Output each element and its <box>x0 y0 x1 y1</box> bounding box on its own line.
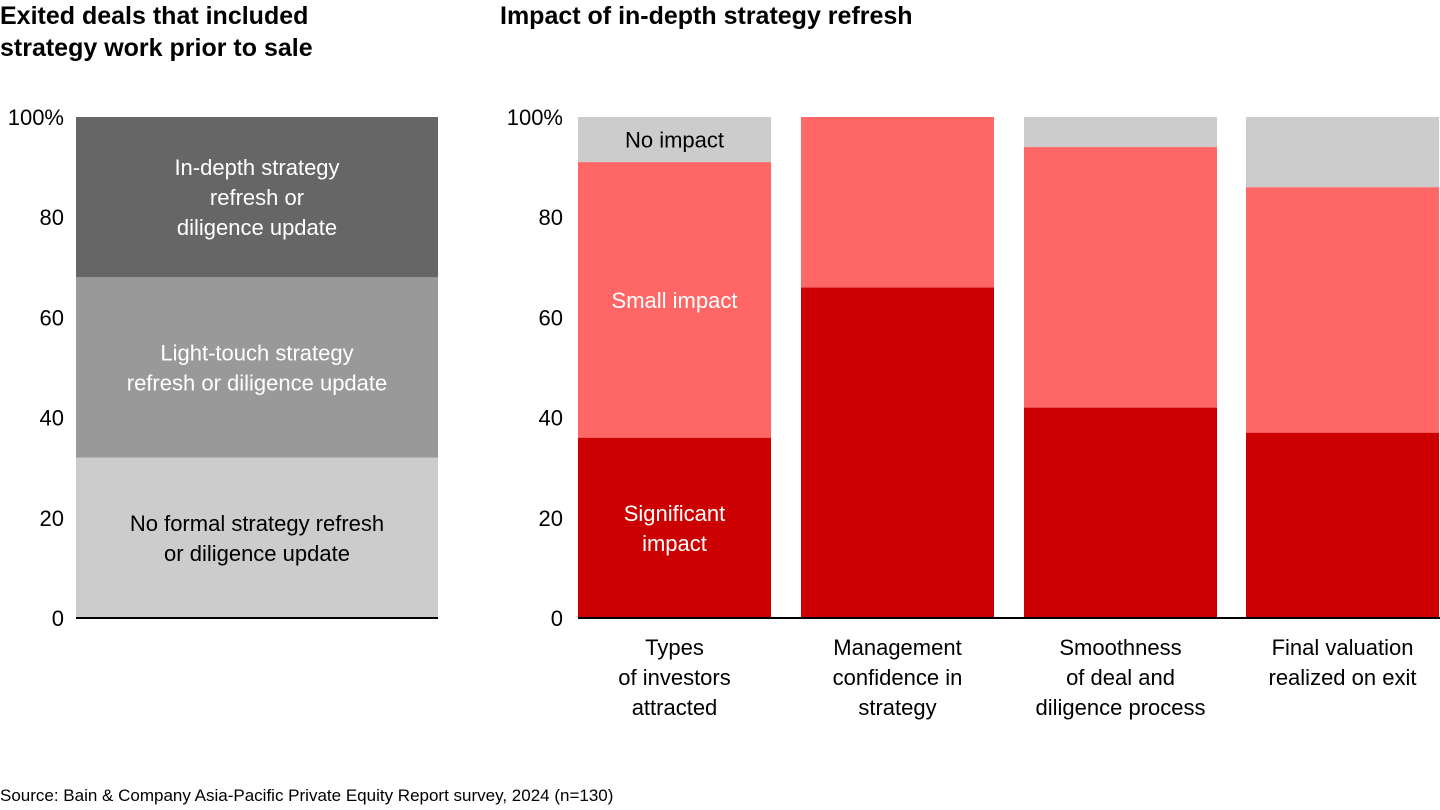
bar-segment <box>76 277 438 458</box>
segment-label: impact <box>642 531 707 556</box>
x-category-label: of deal and <box>1066 665 1175 690</box>
bar-segment <box>801 287 994 618</box>
segment-label: No impact <box>625 128 724 153</box>
segment-label: In-depth strategy <box>174 155 339 180</box>
x-category-label: confidence in <box>833 665 963 690</box>
y-tick-label: 0 <box>52 606 64 631</box>
y-tick-label: 0 <box>551 606 563 631</box>
source-note: Source: Bain & Company Asia-Pacific Priv… <box>0 786 614 805</box>
segment-label: or diligence update <box>164 541 350 566</box>
chart-title: strategy work prior to sale <box>0 34 313 62</box>
x-category-label: Types <box>645 635 704 660</box>
y-tick-label: 60 <box>539 305 563 330</box>
bar-segment <box>1246 117 1439 188</box>
bar-segment <box>1246 432 1439 618</box>
x-category-label: attracted <box>632 695 718 720</box>
bar-segment <box>1024 147 1217 408</box>
bar-segment <box>76 457 438 618</box>
y-tick-label: 40 <box>40 406 64 431</box>
bar-segment <box>578 162 771 438</box>
y-tick-label: 100% <box>507 105 563 130</box>
bar-segment <box>1024 407 1217 618</box>
x-category-label: of investors <box>618 665 731 690</box>
x-category-label: Management <box>833 635 961 660</box>
y-tick-label: 20 <box>539 506 563 531</box>
x-category-label: strategy <box>858 695 936 720</box>
segment-label: refresh or diligence update <box>127 371 388 396</box>
segment-label: diligence update <box>177 215 337 240</box>
x-category-label: diligence process <box>1036 695 1206 720</box>
segment-label: refresh or <box>210 185 304 210</box>
segment-label: Significant <box>624 501 726 526</box>
y-tick-label: 40 <box>539 406 563 431</box>
y-tick-label: 80 <box>40 205 64 230</box>
x-category-label: Final valuation <box>1272 635 1414 660</box>
y-tick-label: 80 <box>539 205 563 230</box>
segment-label: Light-touch strategy <box>160 341 353 366</box>
chart-title: Exited deals that included <box>0 2 308 30</box>
y-tick-label: 60 <box>40 305 64 330</box>
segment-label: Small impact <box>612 288 738 313</box>
y-tick-label: 20 <box>40 506 64 531</box>
bar-segment <box>76 117 438 278</box>
bar-segment <box>578 117 771 163</box>
chart-title: Impact of in-depth strategy refresh <box>500 2 913 30</box>
bar-segment <box>578 437 771 618</box>
bar-segment <box>1024 117 1217 148</box>
x-category-label: Smoothness <box>1059 635 1181 660</box>
x-category-label: realized on exit <box>1269 665 1417 690</box>
bar-segment <box>801 117 994 288</box>
y-tick-label: 100% <box>8 105 64 130</box>
segment-label: No formal strategy refresh <box>130 511 384 536</box>
bar-segment <box>1246 187 1439 433</box>
